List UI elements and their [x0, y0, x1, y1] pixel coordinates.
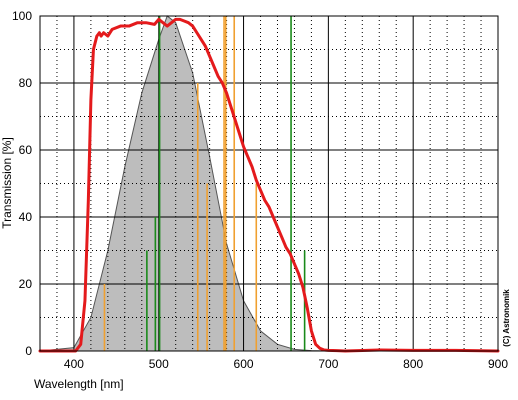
spectral-lines-layer [103, 16, 306, 351]
x-tick-label: 600 [234, 357, 254, 371]
plot-frame [39, 15, 499, 352]
x-tick-label: 700 [318, 357, 338, 371]
filter-transmission-curve [38, 17, 500, 353]
filter-curve-layer [38, 17, 500, 353]
x-tick-label: 400 [64, 357, 84, 371]
x-tick-label: 800 [403, 357, 423, 371]
y-tick-label: 60 [19, 143, 33, 157]
y-tick-label: 40 [19, 210, 33, 224]
y-tick-label: 0 [25, 344, 32, 358]
y-tick-label: 80 [19, 76, 33, 90]
y-tick-label: 20 [19, 277, 33, 291]
frame-layer [39, 15, 499, 352]
tick-labels-layer: 400 500 600 700 800 900 0 20 40 60 80 100 [12, 9, 508, 371]
x-tick-label: 900 [488, 357, 508, 371]
x-tick-label: 500 [149, 357, 169, 371]
grid-layer [40, 16, 498, 351]
copyright-label: (C) Astronomik [502, 289, 511, 347]
y-axis-label: Transmission [%] [0, 137, 14, 229]
y-tick-label: 100 [12, 9, 32, 23]
x-axis-label: Wavelength [nm] [34, 377, 124, 391]
